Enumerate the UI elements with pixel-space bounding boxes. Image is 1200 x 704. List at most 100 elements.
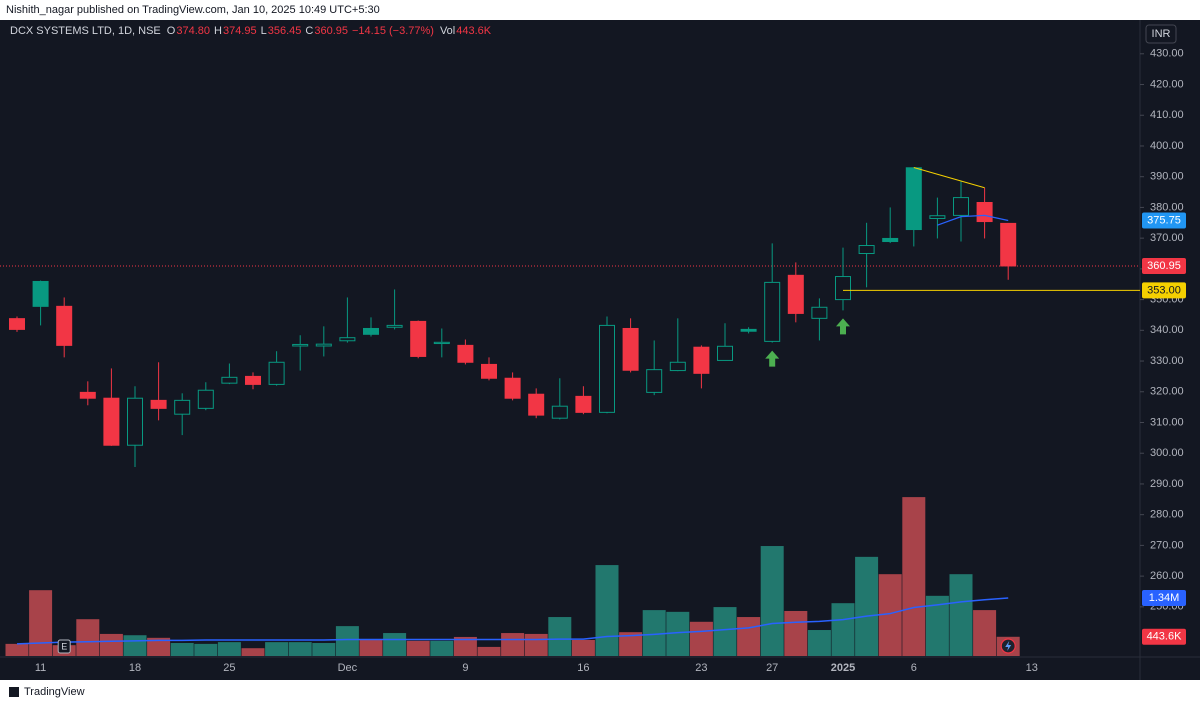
candle-body <box>787 274 804 314</box>
volume-bar <box>383 633 407 656</box>
volume-bar <box>217 642 241 656</box>
volume-bar <box>453 636 477 656</box>
candle-body <box>79 391 96 399</box>
volume-bar <box>170 643 194 656</box>
currency: INR <box>1152 28 1171 40</box>
volume-bar <box>784 610 808 656</box>
candle-body <box>953 197 969 216</box>
volume-bar <box>477 646 501 656</box>
volume-bar <box>902 497 926 656</box>
legend-text: H <box>214 25 222 37</box>
brand: TradingView <box>24 686 85 698</box>
legend-text: DCX SYSTEMS LTD, 1D, NSE <box>10 25 161 37</box>
y-tick-label: 290.00 <box>1150 478 1184 490</box>
candle-body <box>32 280 49 307</box>
axis-label-box <box>1142 589 1186 606</box>
x-tick-label: 16 <box>577 662 589 674</box>
candle-body <box>268 361 285 385</box>
candle-body <box>56 305 73 346</box>
y-tick-label: 320.00 <box>1150 386 1184 398</box>
legend-text: 443.6K <box>456 25 492 37</box>
y-tick-label: 300.00 <box>1150 447 1184 459</box>
candle-body <box>575 395 592 413</box>
axis-label: 375.75 <box>1147 214 1181 226</box>
volume-bar <box>548 617 572 656</box>
volume-bar <box>807 630 831 656</box>
volume-bar <box>666 611 690 656</box>
candle-body <box>599 324 615 413</box>
candle-body <box>127 397 143 446</box>
volume-bar <box>760 546 784 656</box>
x-tick-label: 27 <box>766 662 778 674</box>
candle-body <box>386 324 403 328</box>
axis-label-box <box>1142 628 1186 645</box>
y-tick-label: 390.00 <box>1150 171 1184 183</box>
axis-label-box <box>1142 212 1186 229</box>
earnings-box <box>57 639 71 654</box>
candle-body <box>292 343 309 347</box>
candle-body <box>905 167 922 231</box>
legend-text: L <box>261 25 267 37</box>
top-bar <box>0 0 1200 20</box>
candle-body <box>740 328 757 332</box>
volume-bar <box>878 574 902 656</box>
volume-bar <box>194 643 218 656</box>
volume-bar <box>642 610 666 656</box>
x-tick-label: 9 <box>462 662 468 674</box>
volume-bar <box>359 639 383 656</box>
candle-body <box>433 341 450 345</box>
axis-label: 443.6K <box>1147 631 1183 643</box>
volume-bar <box>595 565 619 656</box>
volume-bar <box>524 633 548 656</box>
x-tick-label: 18 <box>129 662 141 674</box>
candle-body <box>481 363 497 379</box>
candle-body <box>504 377 521 399</box>
candle-body <box>882 237 899 243</box>
candle-body <box>150 399 167 409</box>
candle-body <box>410 320 427 357</box>
legend-text: −14.15 (−3.77%) <box>352 25 434 37</box>
y-tick-label: 400.00 <box>1150 140 1184 152</box>
volume-bar <box>76 619 100 656</box>
up-arrow <box>765 350 780 367</box>
y-tick-label: 380.00 <box>1150 201 1184 213</box>
candle-body <box>929 215 946 219</box>
axis-label: 353.00 <box>1147 284 1181 296</box>
volume-bar <box>571 639 595 656</box>
y-tick-label: 260.00 <box>1150 570 1184 582</box>
y-tick-label: 310.00 <box>1150 416 1184 428</box>
volume-bar <box>949 574 973 656</box>
volume-bar <box>312 643 336 656</box>
legend-text: 374.80 <box>176 25 210 37</box>
trend-line <box>913 166 985 189</box>
publisher: Nishith_nagar published on TradingView.c… <box>6 4 380 16</box>
candle-body <box>1000 222 1017 267</box>
volume-bar <box>430 640 454 656</box>
y-tick-label: 420.00 <box>1150 78 1184 90</box>
volume-bar <box>855 556 879 656</box>
axis-label-box <box>1142 282 1186 299</box>
candle-body <box>221 376 238 384</box>
volume-bar <box>241 648 265 656</box>
volume-ma-line <box>16 597 1009 645</box>
legend-text: Vol <box>440 25 455 37</box>
candle-body <box>551 405 568 419</box>
x-tick-label: 25 <box>223 662 235 674</box>
volume-bar <box>973 610 997 656</box>
earnings-label: E <box>61 641 67 651</box>
legend-text: 374.95 <box>223 25 257 37</box>
volume-bar <box>288 642 312 656</box>
candle-body <box>669 361 686 372</box>
candle-body <box>835 276 851 301</box>
bottom-bar <box>0 680 1200 704</box>
y-tick-label: 370.00 <box>1150 232 1184 244</box>
candle-body <box>315 343 332 347</box>
y-tick-label: 330.00 <box>1150 355 1184 367</box>
candle-body <box>103 397 120 446</box>
candle-body <box>646 369 663 393</box>
candle-body <box>197 389 214 409</box>
candle-body <box>622 327 639 371</box>
candle-body <box>811 306 828 319</box>
volume-bar <box>737 617 761 656</box>
logo-mark <box>9 687 19 697</box>
